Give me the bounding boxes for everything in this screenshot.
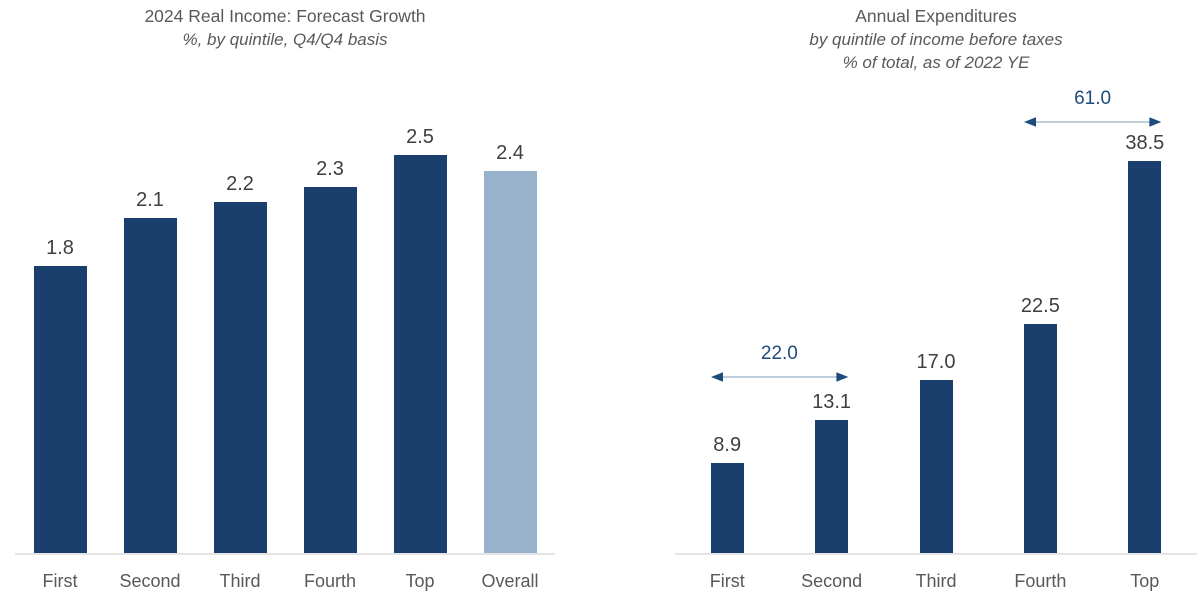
income-growth-plot: 1.8 First 2.1 Second 2.2 Third 2.3 Fourth 2.5 Top… xyxy=(15,75,555,591)
tick-label-first: First xyxy=(709,571,745,591)
bar-top xyxy=(393,154,447,553)
value-label-third: 2.2 xyxy=(226,173,254,196)
value-label-fourth: 22.5 xyxy=(1020,295,1060,318)
annotation-label: 22.0 xyxy=(760,343,798,365)
bar-third xyxy=(919,380,953,553)
value-label-second: 13.1 xyxy=(812,390,852,413)
bar-fourth xyxy=(303,186,357,553)
tick-label-third: Third xyxy=(219,571,261,591)
value-label-first: 1.8 xyxy=(46,237,74,260)
chart-subtitle-line-2: % of total, as of 2022 YE xyxy=(842,53,1030,72)
double-arrow-icon xyxy=(710,372,849,382)
expenditures-plot: 8.9 First 13.1 Second 17.0 Third 22.5 Fourth 38.… xyxy=(675,75,1197,591)
tick-label-second: Second xyxy=(801,571,863,591)
bar-first xyxy=(710,462,744,553)
value-label-second: 2.1 xyxy=(136,189,164,212)
tick-label-overall: Overall xyxy=(481,571,539,591)
tick-label-top: Top xyxy=(405,571,435,591)
bar-second xyxy=(123,218,177,553)
chart-title: Annual Expenditures xyxy=(855,6,1017,26)
bar-first xyxy=(33,266,87,553)
value-label-overall: 2.4 xyxy=(496,141,524,164)
bar-fourth xyxy=(1023,324,1057,553)
bar-overall xyxy=(483,170,537,553)
bar-second xyxy=(815,419,849,553)
bar-top xyxy=(1128,161,1162,553)
expenditures-titles: Annual Expenditures by quintile of incom… xyxy=(675,4,1197,74)
value-label-first: 8.9 xyxy=(713,433,742,456)
tick-label-fourth: Fourth xyxy=(303,571,357,591)
value-label-top: 38.5 xyxy=(1125,132,1165,155)
expenditures-panel: Annual Expenditures by quintile of incom… xyxy=(675,0,1197,600)
value-label-top: 2.5 xyxy=(406,125,434,148)
chart-subtitle: %, by quintile, Q4/Q4 basis xyxy=(182,30,388,49)
tick-label-fourth: Fourth xyxy=(1014,571,1067,591)
tick-label-second: Second xyxy=(119,571,181,591)
bar-third xyxy=(213,202,267,553)
annotation-label: 61.0 xyxy=(1074,87,1112,109)
value-label-fourth: 2.3 xyxy=(316,157,344,180)
income-growth-panel: 2024 Real Income: Forecast Growth %, by … xyxy=(15,0,555,600)
income-growth-titles: 2024 Real Income: Forecast Growth %, by … xyxy=(15,4,555,51)
chart-subtitle-line-1: by quintile of income before taxes xyxy=(809,30,1063,49)
tick-label-first: First xyxy=(42,571,78,591)
chart-title: 2024 Real Income: Forecast Growth xyxy=(144,6,426,26)
value-label-third: 17.0 xyxy=(916,351,956,374)
tick-label-top: Top xyxy=(1130,571,1160,591)
tick-label-third: Third xyxy=(915,571,957,591)
double-arrow-icon xyxy=(1023,117,1162,127)
